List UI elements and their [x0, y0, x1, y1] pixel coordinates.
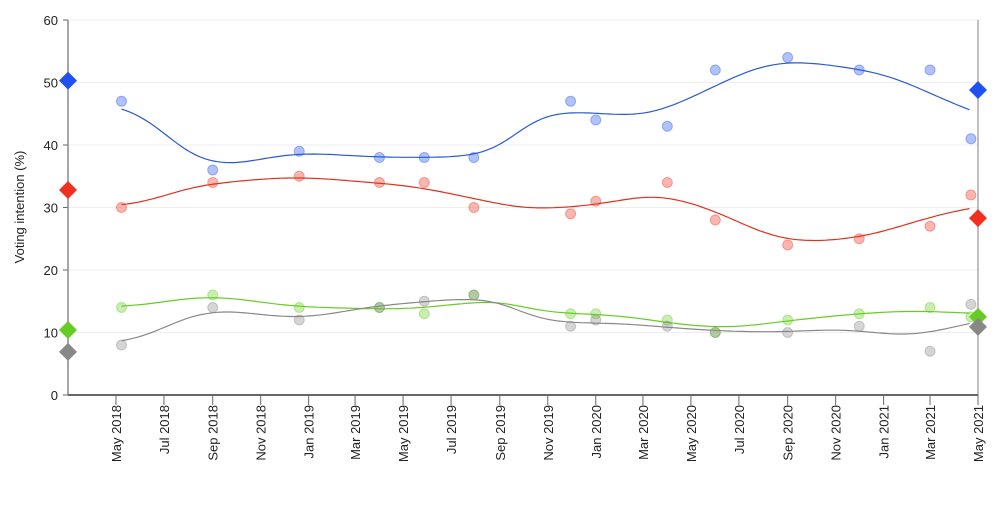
poll-points	[115, 52, 977, 357]
result-diamond	[969, 81, 987, 99]
x-tick-label: Mar 2019	[348, 405, 363, 460]
poll-point	[590, 308, 602, 320]
poll-point	[373, 152, 385, 163]
poll-point	[661, 120, 673, 132]
result-diamond	[59, 71, 77, 90]
x-tick-label: Jan 2021	[877, 405, 892, 459]
poll-point	[468, 152, 480, 163]
x-tick-label: May 2018	[109, 405, 124, 462]
poll-point	[468, 202, 480, 213]
poll-point	[782, 327, 794, 338]
election-results	[59, 71, 987, 361]
x-tick-label: Mar 2021	[923, 405, 938, 460]
trend-line	[121, 177, 970, 242]
poll-point	[590, 195, 602, 207]
x-tick-label: Sep 2018	[206, 405, 221, 461]
poll-point	[418, 295, 430, 307]
poll-point	[661, 177, 673, 188]
poll-point	[924, 64, 936, 76]
poll-point	[661, 314, 673, 326]
x-tick-label: Jul 2020	[732, 405, 747, 454]
poll-point	[853, 64, 865, 76]
x-tick-label: May 2021	[971, 405, 986, 462]
poll-point	[924, 345, 936, 357]
poll-point	[207, 164, 219, 176]
poll-point	[115, 302, 127, 313]
x-tick-label: Jul 2019	[444, 405, 459, 454]
result-diamond	[59, 342, 77, 361]
y-tick-label: 40	[44, 138, 58, 153]
poll-point	[115, 95, 127, 107]
result-diamond	[969, 209, 987, 228]
poll-point	[709, 64, 721, 76]
trend-line	[121, 62, 970, 164]
poll-point	[293, 314, 305, 326]
poll-point	[709, 214, 721, 226]
poll-point	[565, 95, 577, 107]
poll-point	[293, 302, 305, 313]
poll-point	[207, 302, 219, 313]
result-diamond	[969, 307, 987, 326]
poll-point	[115, 202, 127, 213]
result-diamond	[969, 317, 987, 336]
x-tick-label: Jan 2019	[302, 405, 317, 459]
y-tick-label: 30	[44, 201, 58, 216]
poll-point	[293, 145, 305, 157]
y-axis-label: Voting intention (%)	[12, 151, 27, 264]
x-tick-label: Nov 2019	[541, 405, 556, 461]
y-tick-label: 50	[44, 76, 58, 91]
x-tick-label: Nov 2020	[829, 405, 844, 461]
poll-point	[418, 308, 430, 320]
x-tick-label: Sep 2020	[781, 405, 796, 461]
poll-point	[590, 314, 602, 326]
poll-point	[709, 327, 721, 338]
poll-point	[293, 170, 305, 182]
poll-point	[565, 208, 577, 220]
poll-point	[115, 339, 127, 351]
x-tick-label: Nov 2018	[254, 405, 269, 461]
y-tick-label: 10	[44, 326, 58, 341]
poll-point	[853, 233, 865, 245]
x-axis: May 2018 Jul 2018 Sep 2018 Nov 2018 Jan 2019…	[68, 394, 986, 462]
poll-point	[468, 289, 480, 301]
trend-lines	[121, 62, 970, 342]
poll-point	[782, 239, 794, 251]
poll-point	[565, 320, 577, 332]
poll-point	[782, 314, 794, 326]
poll-point	[853, 308, 865, 320]
poll-point	[924, 302, 936, 313]
x-tick-label: Mar 2020	[636, 405, 651, 460]
result-diamond	[59, 321, 77, 339]
x-tick-label: Sep 2019	[493, 405, 508, 461]
x-tick-label: May 2019	[396, 405, 411, 462]
poll-point	[709, 327, 721, 338]
poll-point	[207, 177, 219, 188]
poll-point	[782, 52, 794, 63]
y-tick-label: 60	[44, 13, 58, 28]
x-tick-label: Jan 2020	[589, 405, 604, 459]
poll-point	[853, 320, 865, 332]
x-tick-label: Jul 2018	[157, 405, 172, 454]
poll-point	[373, 177, 385, 188]
trend-line	[121, 297, 970, 328]
poll-point	[965, 189, 977, 201]
poll-point	[965, 298, 977, 310]
poll-point	[468, 289, 480, 301]
poll-point	[565, 308, 577, 320]
trend-line	[121, 299, 970, 342]
poll-point	[373, 302, 385, 313]
y-tick-label: 0	[51, 388, 58, 403]
poll-point	[965, 133, 977, 145]
poll-point	[373, 302, 385, 313]
poll-point	[924, 220, 936, 232]
poll-point	[207, 289, 219, 301]
y-tick-label: 20	[44, 263, 58, 278]
poll-point	[418, 177, 430, 188]
poll-point	[661, 320, 673, 332]
x-tick-label: May 2020	[684, 405, 699, 462]
poll-point	[590, 114, 602, 126]
result-diamond	[59, 181, 77, 199]
poll-point	[418, 152, 430, 163]
